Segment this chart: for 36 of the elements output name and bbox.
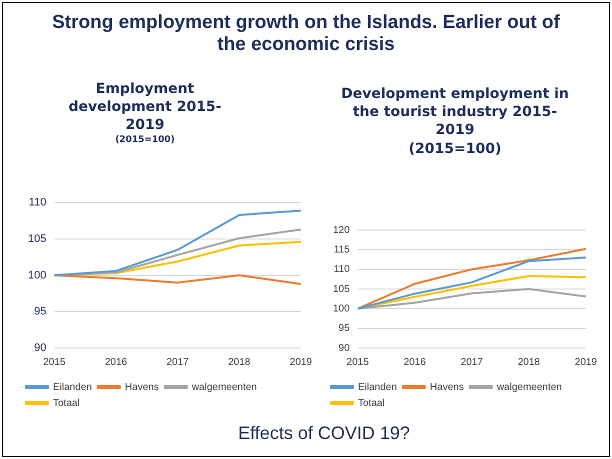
x-tick-label: 2015 (346, 356, 370, 368)
y-tick-label: 100 (28, 269, 46, 282)
legend-label: walgemeenten (496, 382, 562, 393)
y-tick-label: 95 (338, 323, 350, 334)
x-tick-label: 2016 (104, 356, 128, 368)
chart-title: Employment development 2015-2019 (68, 80, 222, 135)
x-tick-label: 2019 (574, 356, 598, 368)
y-tick-label: 90 (34, 342, 46, 354)
x-tick-label: 2018 (228, 356, 251, 368)
legend-label: Havens (124, 382, 159, 393)
y-tick-label: 115 (334, 244, 350, 256)
x-tick-label: 2018 (518, 356, 540, 368)
y-tick-label: 120 (332, 224, 350, 236)
y-tick-label: 110 (334, 264, 350, 276)
legend-label: Havens (430, 382, 464, 393)
x-tick-label: 2019 (290, 356, 312, 368)
y-tick-label: 110 (28, 196, 46, 209)
y-tick-label: 105 (28, 232, 46, 245)
chart-subtitle: (2015=100) (408, 140, 502, 158)
x-tick-label: 2016 (404, 356, 426, 368)
legend-label: Totaal (358, 398, 385, 409)
text: Strong employment growth on the Islands. Earlier out of the economic crisis (51, 12, 561, 56)
legend-label: Eilanden (358, 382, 397, 393)
y-tick-label: 105 (332, 284, 350, 295)
chart-subtitle: (2015=100) (114, 134, 176, 146)
x-tick-label: 2017 (166, 356, 190, 368)
chart-title: Development employment in the tourist industry 2015-2019 (340, 85, 570, 140)
legend-label: Eilanden (53, 382, 92, 393)
y-tick-label: 95 (34, 306, 46, 318)
x-tick-label: 2015 (43, 356, 66, 368)
legend-label: walgemeenten (190, 382, 257, 393)
x-tick-label: 2017 (460, 356, 484, 368)
text: Effects of COVID 19? (237, 423, 411, 444)
legend-label: Totaal (53, 398, 80, 409)
y-tick-label: 90 (338, 342, 350, 354)
y-tick-label: 100 (332, 303, 350, 314)
